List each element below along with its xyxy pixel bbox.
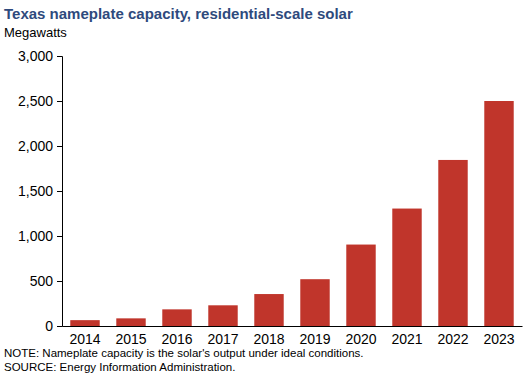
y-axis-line [57, 57, 63, 327]
y-label: Megawatts [4, 25, 67, 40]
x-tick-label: 2017 [207, 331, 238, 347]
y-tick: 0 [45, 318, 62, 334]
bar [392, 209, 421, 326]
x-axis: 2014 2015 2016 2017 2018 2019 2020 2021 2022 2023 [63, 326, 523, 347]
y-tick-label: 2,500 [18, 93, 53, 109]
y-tick: 3,000 [18, 48, 62, 64]
y-tick-label: 1,000 [18, 228, 53, 244]
y-axis: 0 500 1,000 1,500 2,000 2,500 3,000 [18, 48, 63, 334]
bar [300, 279, 329, 326]
x-tick-label: 2016 [161, 331, 192, 347]
y-tick-mark [57, 101, 62, 102]
x-tick: 2022 [437, 326, 468, 347]
x-tick: 2019 [299, 326, 330, 347]
x-tick-label: 2019 [299, 331, 330, 347]
annotation: SOURCE: Energy Information Administratio… [4, 361, 235, 373]
y-tick-mark [57, 236, 62, 237]
x-tick: 2018 [253, 326, 284, 347]
y-tick: 500 [30, 273, 62, 289]
title: Texas nameplate capacity, residential-sc… [4, 5, 353, 22]
x-tick-label: 2014 [69, 331, 100, 347]
x-axis-line [63, 326, 523, 327]
y-tick-mark [57, 56, 62, 57]
x-tick-label: 2020 [345, 331, 376, 347]
y-tick: 2,000 [18, 138, 62, 154]
x-tick: 2016 [161, 326, 192, 347]
annotation: NOTE: Nameplate capacity is the solar's … [4, 347, 364, 359]
x-tick: 2015 [115, 326, 146, 347]
x-tick: 2021 [391, 326, 422, 347]
y-tick: 1,500 [18, 183, 62, 199]
y-tick-label: 1,500 [18, 183, 53, 199]
x-tick: 2014 [69, 326, 100, 347]
bar [484, 101, 513, 326]
bars [70, 101, 513, 326]
y-tick-mark [57, 326, 62, 327]
y-tick-label: 2,000 [18, 138, 53, 154]
x-tick-label: 2023 [483, 331, 514, 347]
bar [208, 305, 237, 326]
y-tick: 1,000 [18, 228, 62, 244]
x-tick-label: 2021 [391, 331, 422, 347]
y-tick-mark [57, 191, 62, 192]
bar [70, 320, 99, 326]
x-tick: 2023 [483, 326, 514, 347]
y-tick: 2,500 [18, 93, 62, 109]
y-tick-label: 3,000 [18, 48, 53, 64]
bar [254, 294, 283, 326]
x-tick-label: 2015 [115, 331, 146, 347]
x-tick: 2017 [207, 326, 238, 347]
y-tick-mark [57, 146, 62, 147]
x-tick-label: 2022 [437, 331, 468, 347]
y-tick-mark [57, 281, 62, 282]
bar [438, 160, 467, 326]
bar [162, 309, 191, 326]
bar [116, 318, 145, 326]
x-tick: 2020 [345, 326, 376, 347]
y-tick-label: 0 [45, 318, 53, 334]
plot: 05001,0001,5002,0002,5003,00020142015201… [18, 48, 523, 347]
y-tick-label: 500 [30, 273, 54, 289]
bar [346, 245, 375, 326]
x-tick-label: 2018 [253, 331, 284, 347]
chart: Texas nameplate capacity, residential-sc… [0, 0, 532, 381]
